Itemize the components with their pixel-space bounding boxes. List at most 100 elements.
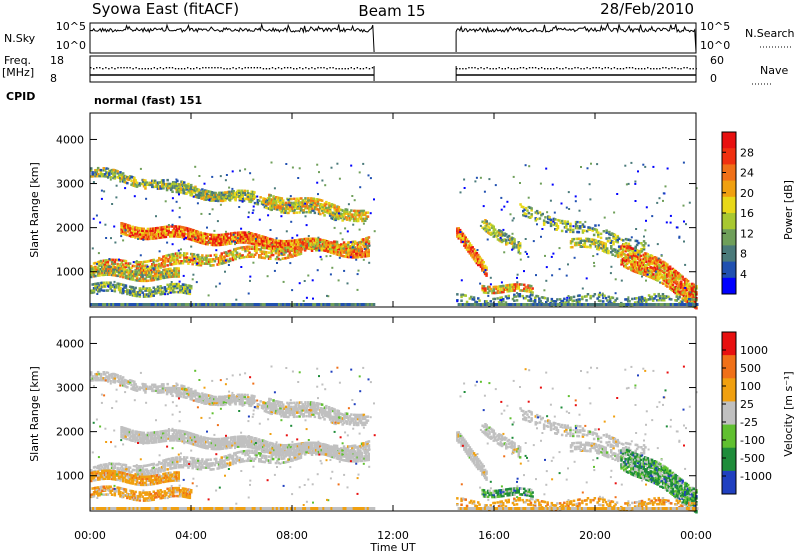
- power-echo-cell: [174, 184, 177, 188]
- power-echo-cell: [144, 295, 147, 298]
- power-echo-cell: [624, 253, 627, 257]
- power-echo-cell: [645, 268, 648, 271]
- power-echo-cell: [135, 275, 139, 278]
- power-echo-cell: [361, 217, 364, 221]
- power-noise-speck: [196, 202, 199, 205]
- power-echo-cell: [312, 203, 316, 206]
- power-echo-cell: [624, 237, 628, 241]
- power-echo-cell: [144, 271, 147, 275]
- power-echo-cell: [144, 273, 147, 277]
- power-echo-cell: [141, 231, 144, 234]
- power-noise-speck: [122, 239, 125, 242]
- power-echo-cell: [352, 254, 355, 257]
- power-echo-cell: [250, 242, 254, 245]
- power-echo-cell: [239, 241, 243, 244]
- power-echo-cell: [101, 285, 104, 289]
- power-echo-cell: [220, 262, 223, 265]
- power-echo-cell: [481, 263, 484, 266]
- power-echo-cell: [110, 260, 114, 264]
- power-noise-speck: [241, 200, 244, 203]
- power-echo-cell: [187, 182, 190, 186]
- power-echo-cell: [311, 237, 315, 240]
- power-echo-cell: [340, 251, 343, 254]
- power-echo-cell: [227, 250, 230, 253]
- power-echo-cell: [307, 205, 310, 208]
- power-echo-cell: [321, 245, 325, 248]
- power-echo-cell: [99, 267, 103, 271]
- power-echo-cell: [505, 286, 508, 289]
- power-echo-cell: [166, 275, 169, 279]
- power-echo-cell: [510, 242, 513, 245]
- power-noise-speck: [303, 280, 306, 282]
- power-echo-cell: [650, 270, 654, 274]
- freq-point: [305, 67, 307, 69]
- power-noise-speck: [177, 249, 180, 252]
- power-echo-cell: [183, 287, 186, 290]
- power-echo-cell: [291, 255, 294, 258]
- power-echo-cell: [330, 205, 334, 208]
- nsky-series-line: [89, 22, 375, 53]
- power-echo-cell: [495, 231, 498, 234]
- power-echo-cell: [163, 235, 166, 239]
- power-noise-speck: [567, 191, 570, 194]
- power-echo-cell: [228, 240, 232, 243]
- freq-point: [495, 68, 497, 70]
- freq-point: [208, 67, 210, 69]
- power-echo-cell: [632, 267, 636, 271]
- power-echo-cell: [645, 270, 648, 273]
- power-echo-cell: [133, 290, 136, 293]
- power-echo-cell: [298, 243, 301, 246]
- power-echo-cell: [356, 249, 360, 253]
- power-echo-cell: [192, 231, 195, 234]
- power-echo-cell: [277, 200, 281, 204]
- power-echo-cell: [334, 250, 337, 253]
- power-noise-speck: [253, 202, 256, 205]
- power-echo-cell: [290, 247, 293, 251]
- power-echo-cell: [630, 254, 633, 258]
- power-echo-cell: [205, 240, 208, 244]
- power-noise-speck: [236, 237, 239, 240]
- power-echo-cell: [232, 192, 235, 195]
- power-echo-cell: [574, 220, 578, 224]
- power-echo-cell: [327, 209, 331, 213]
- power-echo-cell: [159, 181, 162, 184]
- power-echo-cell: [223, 255, 226, 258]
- power-echo-cell: [269, 204, 272, 207]
- power-noise-speck: [190, 245, 193, 248]
- power-echo-cell: [138, 293, 142, 296]
- power-echo-cell: [251, 192, 255, 196]
- power-echo-cell: [616, 234, 619, 238]
- power-noise-speck: [524, 250, 527, 253]
- power-echo-cell: [621, 260, 625, 263]
- power-echo-cell: [648, 257, 651, 261]
- power-noise-speck: [228, 186, 231, 189]
- power-echo-cell: [223, 251, 226, 254]
- power-echo-cell: [166, 233, 169, 236]
- power-noise-speck: [119, 180, 122, 183]
- power-echo-cell: [251, 197, 254, 200]
- power-echo-cell: [615, 238, 618, 241]
- power-echo-cell: [187, 262, 190, 265]
- power-echo-cell: [281, 257, 285, 260]
- power-echo-cell: [505, 288, 508, 291]
- power-echo-cell: [162, 232, 165, 235]
- power-echo-cell: [592, 233, 596, 237]
- power-echo-cell: [207, 239, 211, 242]
- power-echo-cell: [165, 268, 168, 271]
- power-echo-cell: [645, 272, 648, 275]
- power-echo-cell: [219, 256, 222, 260]
- power-noise-speck: [575, 223, 577, 226]
- power-echo-cell: [90, 271, 93, 275]
- power-echo-cell: [96, 260, 100, 264]
- power-echo-cell: [128, 226, 132, 230]
- power-echo-cell: [95, 268, 99, 272]
- power-echo-cell: [227, 232, 230, 236]
- power-echo-cell: [484, 229, 487, 232]
- power-echo-cell: [268, 201, 271, 205]
- power-echo-cell: [650, 254, 654, 258]
- power-echo-cell: [165, 270, 168, 273]
- power-echo-cell: [589, 240, 592, 243]
- power-noise-speck: [523, 270, 525, 273]
- power-echo-cell: [288, 248, 292, 251]
- power-echo-cell: [349, 250, 353, 254]
